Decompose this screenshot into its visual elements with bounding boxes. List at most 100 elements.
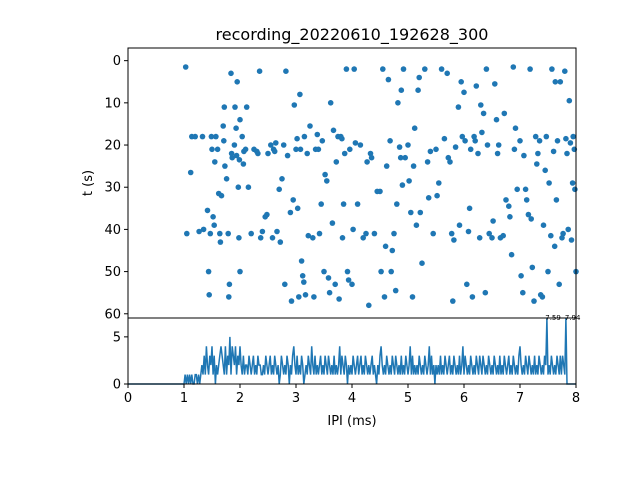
histogram-x-tick-label: 0 — [124, 391, 132, 406]
raster-point — [236, 235, 242, 241]
raster-point — [570, 133, 576, 140]
raster-point — [528, 216, 534, 222]
raster-point — [339, 135, 345, 142]
raster-point — [565, 226, 571, 233]
raster-point — [231, 142, 238, 148]
raster-point — [366, 302, 372, 309]
raster-point — [507, 214, 513, 220]
raster-point — [479, 129, 485, 136]
raster-point — [397, 154, 404, 161]
raster-point — [282, 281, 288, 288]
histogram-x-tick-label: 6 — [460, 391, 468, 406]
raster-point — [535, 150, 541, 157]
raster-point — [382, 243, 389, 250]
raster-point — [302, 292, 309, 298]
raster-point — [419, 260, 425, 267]
raster-point — [294, 135, 300, 142]
raster-point — [226, 294, 232, 300]
raster-point — [556, 281, 562, 288]
raster-point — [243, 104, 250, 110]
raster-point — [237, 268, 243, 275]
raster-point — [511, 146, 518, 153]
raster-point — [283, 68, 289, 74]
raster-point — [218, 192, 225, 199]
raster-point — [567, 140, 574, 146]
raster-point — [494, 150, 501, 157]
raster-point — [257, 235, 264, 241]
raster-point — [493, 116, 500, 123]
raster-point — [456, 222, 463, 228]
raster-point — [484, 142, 491, 148]
raster-point — [225, 230, 231, 237]
raster-point — [326, 289, 333, 296]
raster-point — [208, 133, 215, 140]
raster-point — [452, 144, 459, 150]
raster-point — [239, 133, 245, 140]
raster-point — [284, 152, 291, 159]
raster-point — [182, 64, 189, 70]
raster-point — [569, 180, 576, 186]
raster-point — [220, 123, 226, 129]
raster-point — [232, 104, 238, 110]
raster-point — [398, 87, 405, 93]
raster-point — [301, 279, 307, 285]
histogram-x-tick-label: 4 — [348, 391, 356, 406]
raster-point — [324, 178, 330, 184]
raster-point — [529, 264, 536, 271]
raster-y-tick-label: 30 — [104, 181, 121, 196]
raster-point — [478, 102, 484, 108]
raster-point — [461, 89, 467, 96]
raster-point — [480, 110, 487, 117]
histogram-y-ticks: 05 — [113, 330, 128, 393]
histogram-x-tick-label: 1 — [180, 391, 188, 406]
raster-point — [525, 211, 532, 218]
raster-point — [540, 222, 547, 228]
raster-point — [340, 201, 347, 207]
raster-point — [288, 298, 295, 304]
raster-point — [444, 70, 451, 77]
raster-point — [413, 222, 420, 228]
raster-point — [438, 66, 445, 72]
raster-point — [274, 228, 280, 235]
raster-point — [299, 273, 306, 279]
raster-point — [222, 163, 228, 169]
raster-point — [240, 161, 247, 167]
raster-point — [196, 228, 202, 235]
raster-point — [495, 142, 502, 148]
raster-point — [333, 159, 340, 165]
raster-point — [458, 79, 465, 85]
raster-point — [551, 243, 558, 250]
histogram-y-tick-label: 5 — [113, 330, 121, 345]
raster-point — [310, 235, 316, 241]
raster-point — [314, 131, 321, 138]
raster-point — [378, 268, 384, 275]
raster-point — [550, 148, 557, 155]
raster-point — [344, 268, 351, 275]
raster-point — [223, 176, 230, 182]
raster-y-tick-label: 0 — [113, 54, 121, 69]
raster-point — [391, 230, 397, 237]
raster-panel: 0 10 20 30 40 50 60 — [104, 47, 579, 322]
histogram-x-tick-label: 2 — [236, 391, 244, 406]
raster-point — [192, 133, 198, 140]
raster-point — [349, 281, 355, 288]
raster-point — [298, 258, 305, 264]
raster-point — [451, 237, 457, 243]
raster-point — [562, 68, 568, 74]
raster-point — [339, 235, 346, 241]
raster-point — [381, 294, 388, 300]
raster-point — [280, 142, 287, 148]
raster-point — [514, 186, 520, 193]
raster-point — [271, 148, 278, 155]
raster-point — [217, 239, 224, 245]
raster-point — [554, 138, 561, 144]
raster-point — [363, 230, 369, 237]
raster-point — [226, 281, 233, 288]
raster-point — [543, 133, 550, 140]
raster-point — [277, 239, 284, 245]
raster-y-tick-label: 60 — [104, 307, 121, 322]
raster-point — [546, 180, 552, 186]
raster-point — [256, 68, 263, 74]
raster-point — [408, 209, 414, 216]
